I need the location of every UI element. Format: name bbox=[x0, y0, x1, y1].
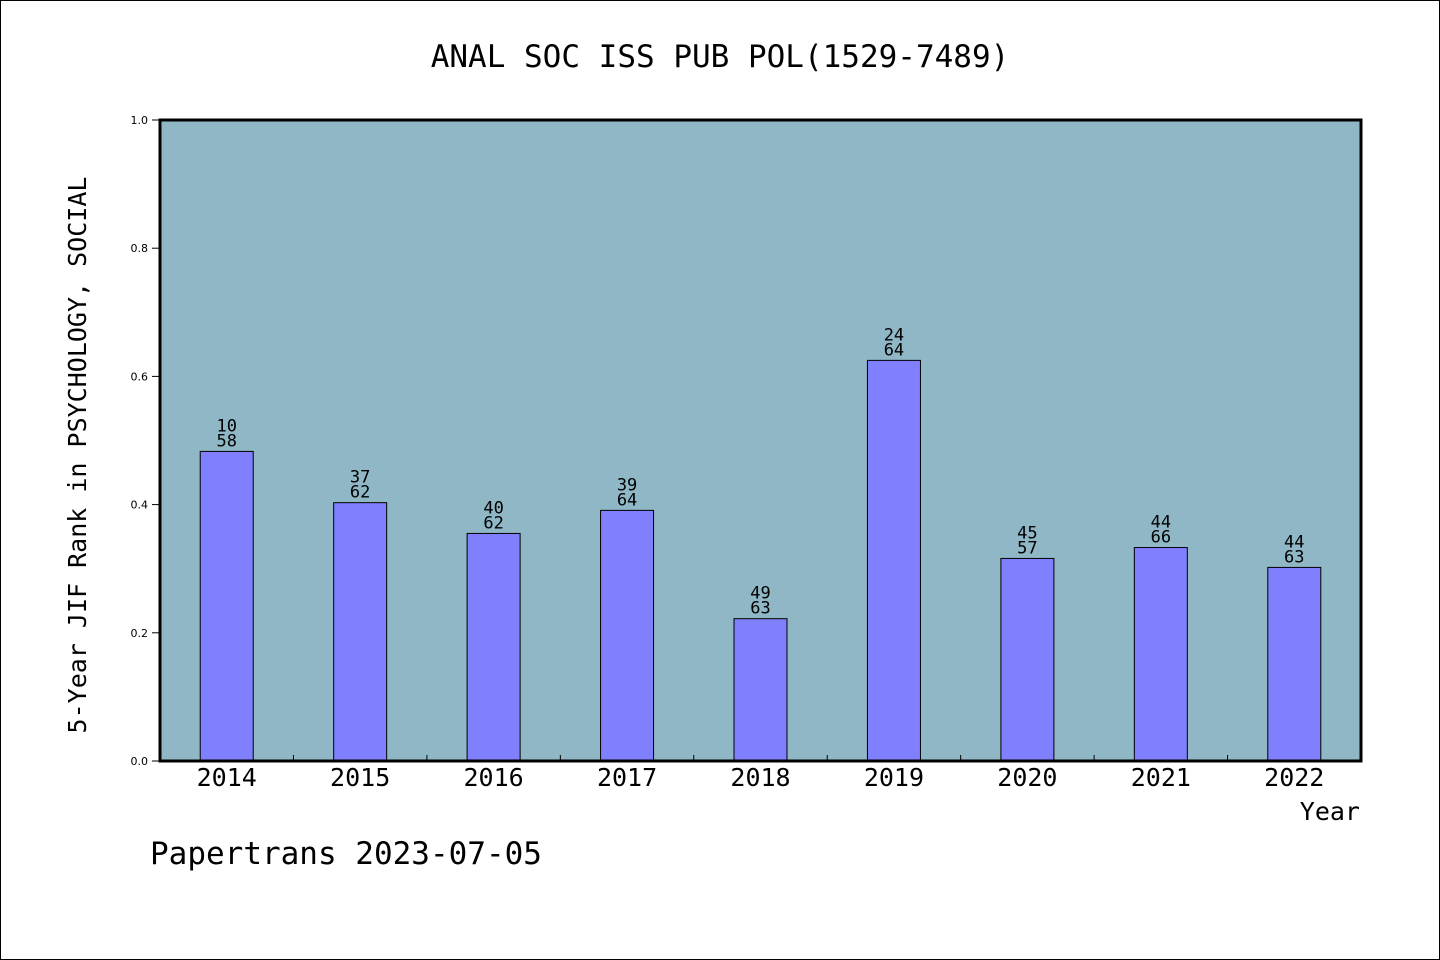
bar-2021 bbox=[1133, 547, 1188, 762]
bar-label-total: 63 bbox=[750, 599, 770, 619]
bar-2014 bbox=[199, 450, 254, 762]
y-axis-ticks: 0.0 0.2 0.4 0.6 0.8 1.0 bbox=[131, 114, 160, 768]
bar-label-rank: 10 bbox=[216, 416, 236, 436]
bar-label-total: 58 bbox=[216, 431, 236, 451]
y-tick-label: 0.4 bbox=[131, 499, 149, 512]
bar-2018 bbox=[733, 618, 788, 762]
y-tick-label: 0.0 bbox=[131, 755, 149, 768]
x-tick-label: 2022 bbox=[1264, 763, 1324, 792]
bar-label-rank: 45 bbox=[1017, 523, 1037, 543]
x-tick-label: 2014 bbox=[197, 763, 257, 792]
bar-2022 bbox=[1267, 566, 1322, 762]
bars-group bbox=[199, 359, 1322, 762]
y-tick-label: 1.0 bbox=[131, 114, 149, 127]
x-tick-label: 2021 bbox=[1131, 763, 1191, 792]
bar-label-rank: 44 bbox=[1151, 513, 1171, 533]
bar-label-total: 62 bbox=[483, 513, 503, 533]
x-tick-label: 2015 bbox=[330, 763, 390, 792]
bar-label-rank: 39 bbox=[617, 475, 637, 495]
bar-2016 bbox=[466, 532, 521, 762]
x-tick-label: 2020 bbox=[997, 763, 1057, 792]
plot-border bbox=[158, 118, 1363, 763]
bar-2019 bbox=[866, 359, 921, 762]
x-tick-label: 2016 bbox=[464, 763, 524, 792]
bar-label-rank: 40 bbox=[483, 498, 503, 518]
bar-label-total: 63 bbox=[1284, 547, 1304, 567]
x-axis-label: Year bbox=[1300, 797, 1360, 826]
bar-label-total: 64 bbox=[617, 490, 637, 510]
x-tick-label: 2018 bbox=[730, 763, 790, 792]
bar-label-rank: 37 bbox=[350, 468, 370, 488]
y-tick-label: 0.6 bbox=[131, 370, 149, 383]
bar-label-total: 57 bbox=[1017, 538, 1037, 558]
bar-label-total: 64 bbox=[884, 340, 904, 360]
x-tick-label: 2017 bbox=[597, 763, 657, 792]
y-tick-label: 0.8 bbox=[131, 242, 149, 255]
bar-2017 bbox=[600, 509, 655, 762]
chart-title: ANAL SOC ISS PUB POL(1529-7489) bbox=[431, 39, 1010, 75]
bar-label-rank: 44 bbox=[1284, 532, 1304, 552]
y-axis-label: 5-Year JIF Rank in PSYCHOLOGY, SOCIAL bbox=[63, 177, 92, 734]
x-tick-label: 2019 bbox=[864, 763, 924, 792]
bar-label-rank: 49 bbox=[750, 584, 770, 604]
y-tick-label: 0.2 bbox=[131, 627, 149, 640]
footer-text: Papertrans 2023-07-05 bbox=[150, 836, 542, 872]
bar-label-total: 62 bbox=[350, 483, 370, 503]
bar-2020 bbox=[1000, 557, 1055, 762]
bar-2015 bbox=[333, 502, 388, 762]
bar-label-rank: 24 bbox=[884, 325, 904, 345]
bar-label-total: 66 bbox=[1151, 528, 1171, 548]
x-axis-ticks: 2014 2015 2016 2017 2018 2019 2020 2021 2022 bbox=[197, 755, 1324, 792]
